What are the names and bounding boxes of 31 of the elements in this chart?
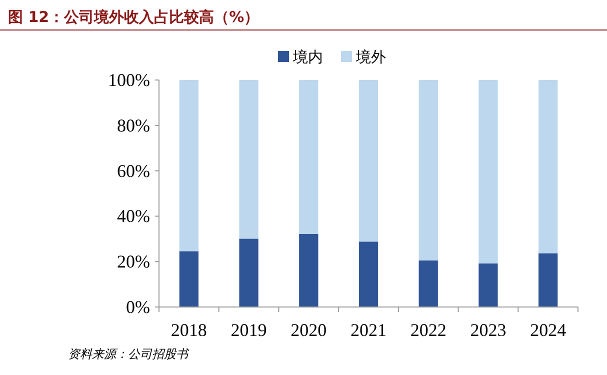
y-tick-label: 100% <box>108 70 150 90</box>
x-tick-label: 2024 <box>530 320 566 340</box>
bar <box>239 80 258 239</box>
bar <box>179 80 199 252</box>
x-tick-label: 2021 <box>350 320 386 340</box>
y-tick-label: 60% <box>117 160 150 181</box>
bar <box>418 260 438 307</box>
bar <box>478 263 498 307</box>
y-tick-label: 20% <box>117 252 150 272</box>
bar <box>179 251 199 307</box>
bar <box>239 238 258 307</box>
bar <box>299 80 318 234</box>
x-tick-label: 2018 <box>170 320 207 340</box>
y-tick-label: 40% <box>117 206 150 226</box>
chart-title: 图 12：公司境外收入占比较高（%） <box>8 8 260 26</box>
legend-label: 境外 <box>355 48 386 66</box>
y-tick-label: 0% <box>126 297 150 317</box>
x-tick-label: 2019 <box>230 320 267 340</box>
y-tick-label: 80% <box>117 115 150 136</box>
bar <box>299 234 318 307</box>
bar <box>478 80 498 264</box>
bar <box>418 80 438 260</box>
bar <box>358 242 378 307</box>
x-tick-label: 2022 <box>410 320 446 340</box>
legend-label: 境内 <box>292 48 323 66</box>
bar <box>358 80 378 242</box>
bar <box>538 253 558 307</box>
bar <box>538 80 558 254</box>
text: 资料来源：公司招股书 <box>68 347 190 361</box>
x-tick-label: 2023 <box>470 320 506 340</box>
x-tick-label: 2020 <box>290 320 327 340</box>
